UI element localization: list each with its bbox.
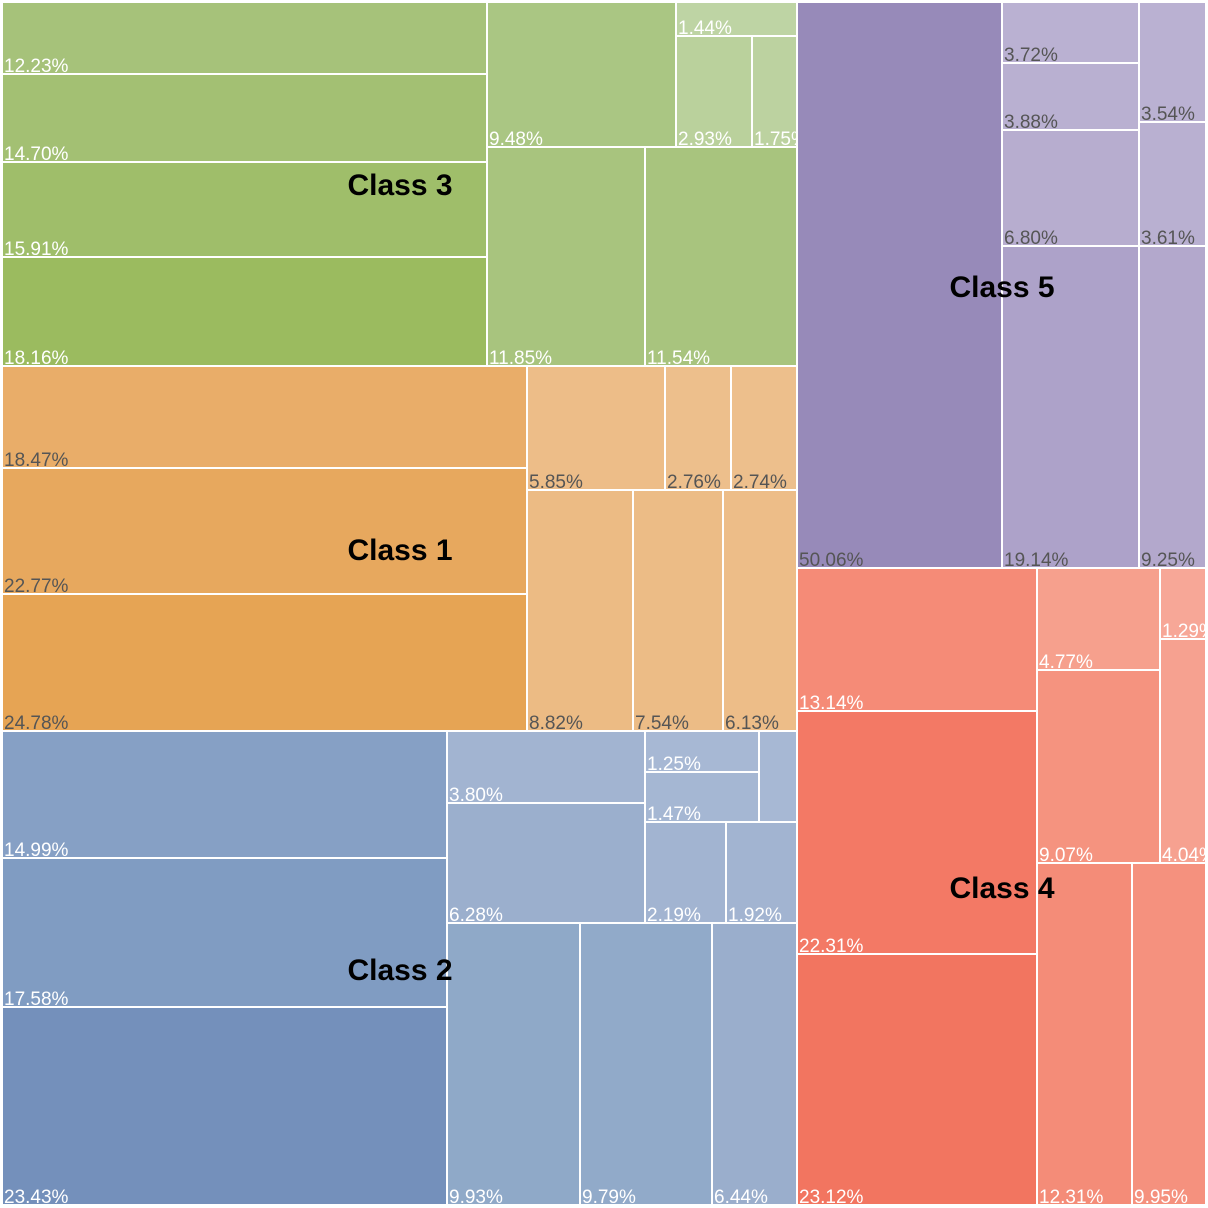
treemap-tile: 3.88%	[1002, 63, 1139, 133]
treemap-tile: 6.80%	[1002, 130, 1139, 249]
treemap-tile: 9.25%	[1139, 246, 1206, 571]
treemap-tile: 12.23%	[2, 2, 487, 77]
tile-value-label: 2.93%	[678, 129, 732, 150]
treemap-tile: 5.85%	[527, 366, 665, 493]
tile-value-label: 2.76%	[667, 472, 721, 493]
tile-value-label: 50.06%	[799, 550, 864, 571]
tile-value-label: 4.04%	[1162, 845, 1208, 866]
treemap-tile: 3.80%	[447, 731, 645, 806]
treemap-tile: 1.92%	[726, 822, 797, 926]
tile-value-label: 17.58%	[4, 989, 69, 1010]
tile-value-label: 7.54%	[635, 713, 689, 734]
tile-value-label: 9.95%	[1134, 1187, 1188, 1208]
treemap-tile	[759, 731, 797, 822]
tile-value-label: 1.44%	[678, 18, 732, 39]
treemap-tile: 17.58%	[2, 858, 447, 1010]
tile-value-label: 2.74%	[733, 472, 787, 493]
tile-value-label: 14.70%	[4, 144, 69, 165]
tile-value-label: 14.99%	[4, 840, 69, 861]
treemap-tile: 6.28%	[447, 803, 645, 926]
tile-value-label: 2.19%	[647, 905, 701, 926]
treemap-tile: 3.72%	[1002, 2, 1139, 66]
tile-value-label: 5.85%	[529, 472, 583, 493]
treemap-tile: 1.25%	[645, 731, 759, 775]
treemap-tile: 18.16%	[2, 257, 487, 369]
treemap-tile: 14.70%	[2, 74, 487, 165]
tile-value-label: 23.43%	[4, 1187, 69, 1208]
treemap-tile: 2.93%	[676, 36, 752, 150]
treemap-tile: 3.61%	[1139, 122, 1206, 249]
treemap-tile: 9.93%	[447, 923, 580, 1208]
tile-value-label: 3.80%	[449, 785, 503, 806]
tile-value-label: 24.78%	[4, 713, 69, 734]
treemap-tile: 4.77%	[1037, 568, 1160, 673]
treemap-tile: 14.99%	[2, 731, 447, 861]
treemap-tile: 4.04%	[1160, 639, 1208, 866]
tile-value-label: 18.47%	[4, 450, 69, 471]
tile-value-label: 3.61%	[1141, 228, 1195, 249]
tile-value-label: 6.44%	[714, 1187, 768, 1208]
tile-value-label: 3.72%	[1004, 45, 1058, 66]
treemap-tile: 1.29%	[1160, 568, 1208, 642]
treemap-tile: 23.43%	[2, 1007, 447, 1208]
treemap-tile: 1.44%	[676, 2, 797, 39]
treemap-tile: 3.54%	[1139, 2, 1206, 125]
tile-value-label: 8.82%	[529, 713, 583, 734]
tile-value-label: 4.77%	[1039, 652, 1093, 673]
treemap-tile: 7.54%	[633, 490, 723, 734]
tile-value-label: 18.16%	[4, 348, 69, 369]
tile-value-label: 9.48%	[489, 129, 543, 150]
tile-value-label: 11.54%	[647, 348, 711, 369]
tile-value-label: 15.91%	[4, 239, 69, 260]
tile-value-label: 12.23%	[4, 56, 69, 77]
treemap-tile: 18.47%	[2, 366, 527, 471]
treemap-tile: 9.79%	[580, 923, 712, 1208]
treemap-tile: 6.44%	[712, 923, 797, 1208]
treemap-tile: 1.47%	[645, 772, 759, 825]
treemap-tile: 2.74%	[731, 366, 797, 493]
treemap-tile: 13.14%	[797, 568, 1037, 714]
tile-value-label: 1.75%	[754, 129, 808, 150]
tile-value-label: 6.13%	[725, 713, 779, 734]
treemap-tile: 11.54%	[645, 147, 797, 369]
tile-value-label: 1.47%	[647, 804, 701, 825]
treemap-tile: 2.19%	[645, 822, 726, 926]
tile-value-label: 22.31%	[799, 936, 864, 957]
tile-value-label: 1.29%	[1162, 621, 1208, 642]
tile-value-label: 12.31%	[1039, 1187, 1104, 1208]
treemap-tile: 9.95%	[1132, 863, 1206, 1208]
tile-value-label: 9.07%	[1039, 845, 1093, 866]
treemap-tile: 2.76%	[665, 366, 731, 493]
tile-value-label: 9.25%	[1141, 550, 1195, 571]
tile-value-label: 13.14%	[799, 693, 864, 714]
treemap-tile: 23.12%	[797, 954, 1037, 1208]
treemap-tile: 8.82%	[527, 490, 633, 734]
treemap-tile: 6.13%	[723, 490, 797, 734]
treemap-tile: 15.91%	[2, 162, 487, 260]
treemap-tile: 24.78%	[2, 594, 527, 734]
treemap-tile: 50.06%	[797, 2, 1002, 571]
treemap-tile: 9.48%	[487, 2, 676, 150]
treemap-tile: 11.85%	[487, 147, 645, 369]
tile-value-label: 6.28%	[449, 905, 503, 926]
tile-value-label: 22.77%	[4, 576, 69, 597]
tile-value-label: 1.25%	[647, 754, 701, 775]
treemap-tile: 1.75%	[752, 36, 808, 149]
treemap-tile: 19.14%	[1002, 246, 1139, 571]
treemap-tile: 22.77%	[2, 468, 527, 597]
treemap-tile: 12.31%	[1037, 863, 1132, 1208]
tile-value-label: 3.88%	[1004, 112, 1058, 133]
treemap-tile: 9.07%	[1037, 670, 1160, 866]
tile-value-label: 3.54%	[1141, 104, 1195, 125]
treemap-tile: 22.31%	[797, 711, 1037, 957]
tile-value-label: 6.80%	[1004, 228, 1058, 249]
tile-value-label: 1.92%	[728, 905, 782, 926]
tile-value-label: 9.79%	[582, 1187, 636, 1208]
tile-value-label: 11.85%	[489, 348, 553, 369]
tile-value-label: 23.12%	[799, 1187, 864, 1208]
tile-value-label: 9.93%	[449, 1187, 503, 1208]
tile-value-label: 19.14%	[1004, 550, 1069, 571]
